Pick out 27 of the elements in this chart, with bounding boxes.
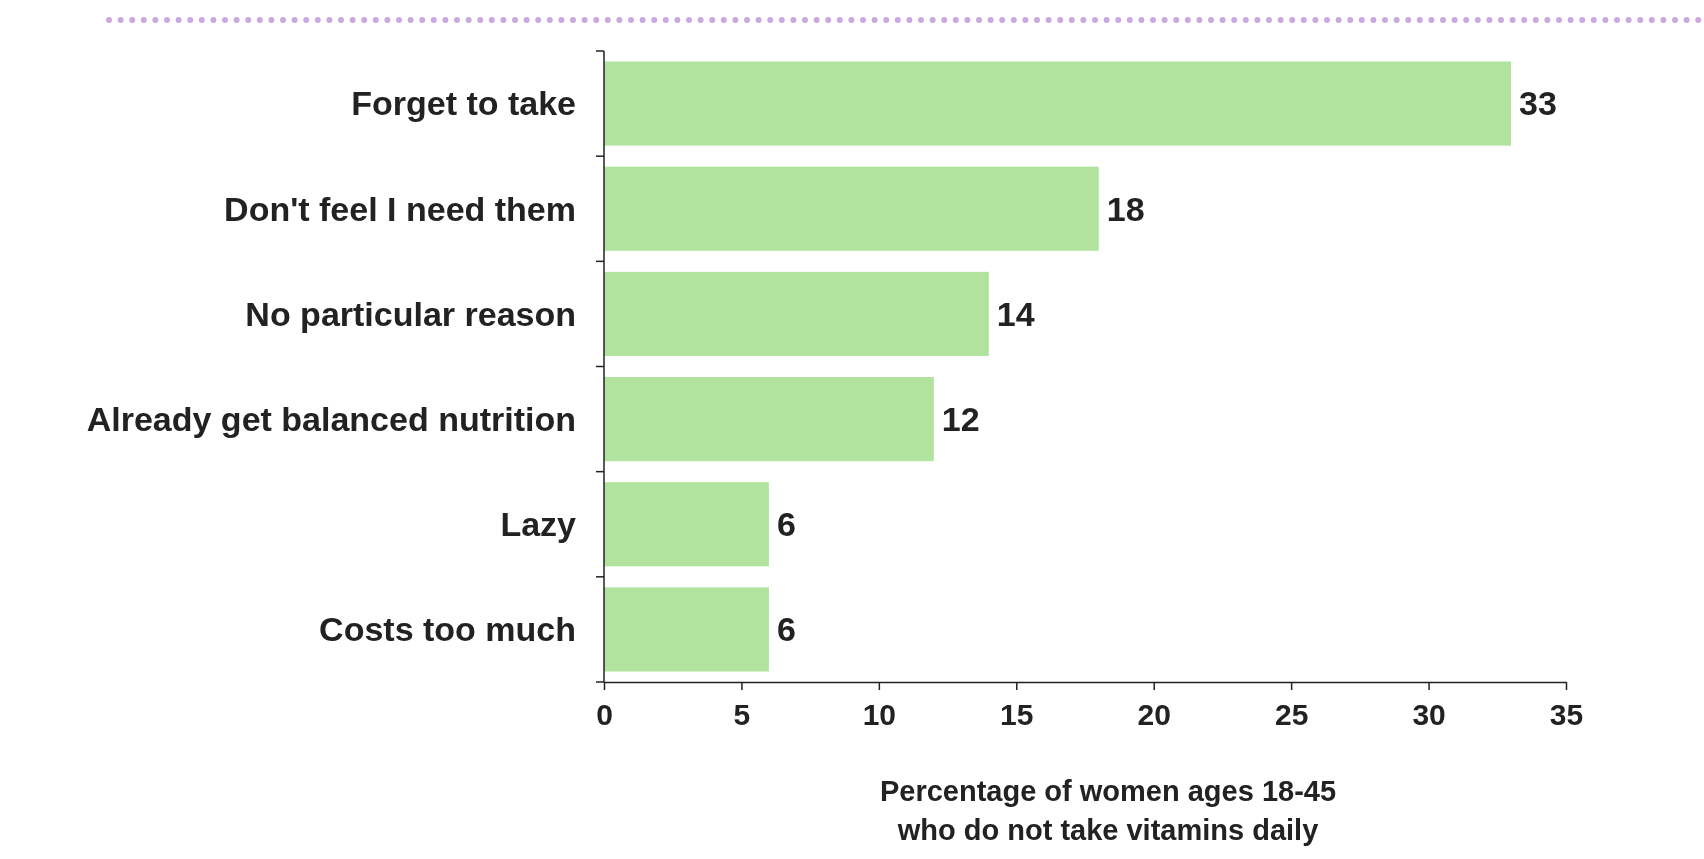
data-label: 12 [941,399,980,438]
x-tick-label: 15 [1000,698,1034,732]
x-tick-label: 0 [596,698,613,732]
data-label: 33 [1519,84,1557,123]
bar [604,271,989,356]
data-label: 6 [776,610,796,649]
x-tick-label: 30 [1412,698,1446,732]
x-tick-label: 25 [1274,698,1309,732]
bar [604,377,934,462]
x-tick-label: 5 [733,698,751,732]
bar [604,482,769,567]
data-label: 6 [776,505,796,544]
y-tick-label: Forget to take [351,84,576,123]
x-axis-title: Percentage of women ages 18-45 who do not take vitamins daily [879,775,1337,846]
x-tick-label: 35 [1549,698,1584,732]
data-label: 18 [1106,189,1145,228]
bar [604,166,1099,251]
data-label: 14 [996,294,1035,333]
y-tick-label: Lazy [500,505,577,544]
bar [604,587,769,672]
x-tick-label: 10 [862,698,897,732]
y-tick-label: Don't feel I need them [224,189,576,228]
x-tick-label: 20 [1137,698,1171,732]
y-tick-label: No particular reason [245,294,576,333]
y-tick-label: Costs too much [319,610,576,649]
y-tick-label: Already get balanced nutrition [86,399,576,438]
bar [604,61,1512,146]
